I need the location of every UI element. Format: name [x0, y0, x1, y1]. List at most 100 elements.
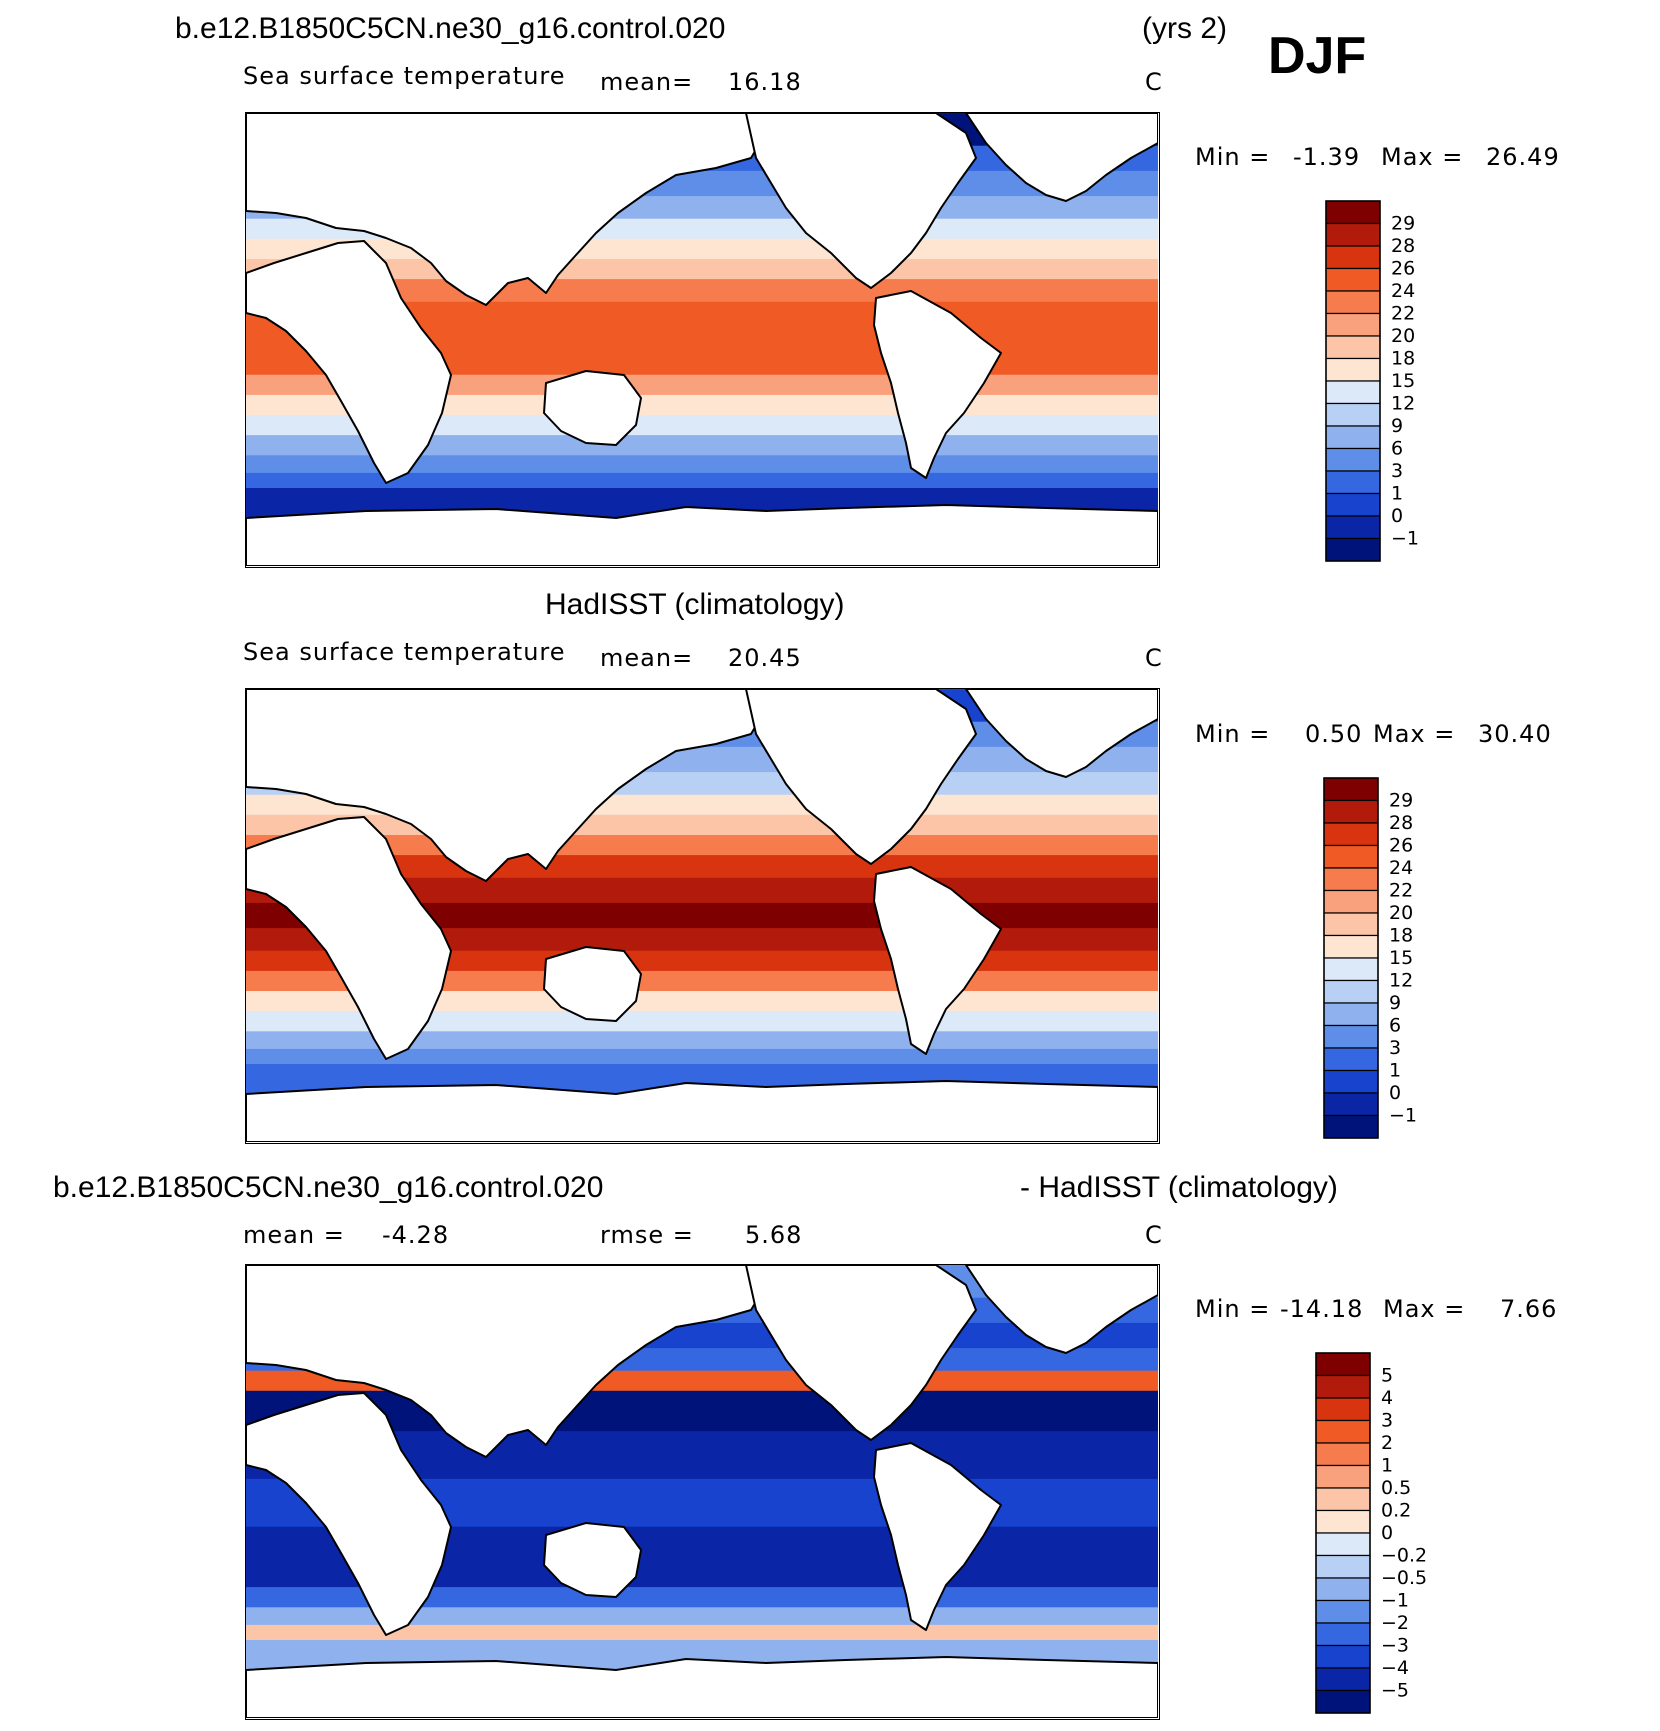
colorbar-outline	[1325, 200, 1381, 562]
colorbar-cell-15	[1325, 537, 1381, 562]
land-outline-0	[246, 240, 452, 484]
map-band-16	[246, 472, 1158, 489]
colorbar-tick-label: 3	[1391, 460, 1403, 482]
colorbar-cell-7	[1323, 934, 1379, 959]
colorbar-cell-10	[1325, 425, 1381, 450]
colorbar-cell-11	[1325, 447, 1381, 472]
map-band-5	[246, 1390, 1158, 1412]
colorbar-cell-14	[1325, 515, 1381, 540]
colorbar-tick-label: 22	[1389, 880, 1413, 902]
colorbar-tick-label: 1	[1381, 1455, 1393, 1477]
panel2-map	[245, 688, 1160, 1144]
colorbar-cell-12	[1315, 1622, 1371, 1647]
panel3-title-left: b.e12.B1850C5CN.ne30_g16.control.020	[53, 1171, 604, 1204]
land-outline-5	[965, 689, 1158, 778]
panel3-map	[245, 1264, 1160, 1720]
colorbar-tick-label: −2	[1381, 1612, 1409, 1634]
colorbar-cell-10	[1323, 1002, 1379, 1027]
season-label: DJF	[1268, 27, 1367, 85]
colorbar-cell-3	[1323, 844, 1379, 869]
panel1-map-field	[246, 113, 1158, 566]
panel3-title-right: - HadISST (climatology)	[1020, 1171, 1338, 1204]
colorbar-cell-4	[1315, 1442, 1371, 1467]
colorbar-tick-label: 28	[1389, 812, 1413, 834]
colorbar-tick-label: −1	[1381, 1590, 1409, 1612]
land-outline-4	[543, 370, 642, 446]
colorbar-cell-6	[1325, 335, 1381, 360]
colorbar-cell-13	[1325, 492, 1381, 517]
colorbar-cell-8	[1315, 1532, 1371, 1557]
panel3-units: C	[1145, 1221, 1163, 1249]
colorbar-cell-9	[1315, 1554, 1371, 1579]
colorbar-tick-label: 15	[1389, 947, 1413, 969]
colorbar-tick-label: 18	[1389, 925, 1413, 947]
colorbar-tick-label: 2	[1381, 1432, 1393, 1454]
colorbar-tick-label: 0	[1391, 505, 1403, 527]
colorbar-tick-label: −0.5	[1381, 1567, 1427, 1589]
panel3-mean-value: -4.28	[382, 1221, 450, 1249]
land-outline-2	[745, 1265, 977, 1441]
colorbar-tick-label: 9	[1391, 415, 1403, 437]
panel1-min-value: -1.39	[1293, 143, 1361, 171]
colorbar-cell-4	[1323, 867, 1379, 892]
colorbar-tick-label: 24	[1389, 857, 1413, 879]
panel2-mean-value: 20.45	[728, 644, 802, 672]
colorbar-tick-label: 26	[1389, 835, 1413, 857]
land-outline-4	[543, 946, 642, 1022]
panel1-max-label: Max =	[1381, 143, 1464, 171]
panel3-min-value: -14.18	[1280, 1295, 1364, 1323]
colorbar-cell-14	[1323, 1092, 1379, 1117]
panel1-mean-value: 16.18	[728, 68, 802, 96]
colorbar-cell-13	[1315, 1644, 1371, 1669]
colorbar-tick-label: 0.5	[1381, 1477, 1411, 1499]
panel2-title: HadISST (climatology)	[545, 588, 845, 621]
colorbar-cell-12	[1325, 470, 1381, 495]
colorbar-cell-10	[1315, 1577, 1371, 1602]
colorbar-cell-7	[1325, 357, 1381, 382]
panel3-max-label: Max =	[1383, 1295, 1466, 1323]
land-outline-4	[543, 1522, 642, 1598]
land-outline-1	[246, 689, 767, 882]
colorbar-cell-14	[1315, 1667, 1371, 1692]
colorbar-tick-label: 1	[1389, 1060, 1401, 1082]
colorbar-cell-12	[1323, 1047, 1379, 1072]
panel3-mean-label: mean =	[243, 1221, 345, 1249]
colorbar-tick-label: 0	[1389, 1082, 1401, 1104]
colorbar-tick-label: 26	[1391, 258, 1415, 280]
colorbar-cell-11	[1323, 1024, 1379, 1049]
colorbar-cell-9	[1325, 402, 1381, 427]
land-outline-0	[246, 816, 452, 1060]
colorbar-cell-5	[1325, 312, 1381, 337]
colorbar-tick-label: 20	[1391, 325, 1415, 347]
colorbar-cell-15	[1315, 1689, 1371, 1714]
colorbar-tick-label: 12	[1391, 393, 1415, 415]
colorbar-tick-label: 18	[1391, 348, 1415, 370]
colorbar-cell-3	[1315, 1419, 1371, 1444]
colorbar-tick-label: 28	[1391, 235, 1415, 257]
panel1-map	[245, 112, 1160, 568]
colorbar-cell-9	[1323, 979, 1379, 1004]
colorbar-tick-label: 3	[1389, 1037, 1401, 1059]
land-outline-6	[246, 1080, 1158, 1142]
colorbar-tick-label: 15	[1391, 370, 1415, 392]
colorbar-tick-label: 29	[1389, 790, 1413, 812]
panel3-min-label: Min =	[1195, 1295, 1271, 1323]
colorbar-tick-label: 5	[1381, 1365, 1393, 1387]
colorbar-cell-5	[1315, 1464, 1371, 1489]
colorbar-tick-label: −4	[1381, 1657, 1409, 1679]
land-outline-5	[965, 1265, 1158, 1354]
panel3-max-value: 7.66	[1500, 1295, 1558, 1323]
colorbar-cell-5	[1323, 889, 1379, 914]
colorbar-cell-8	[1325, 380, 1381, 405]
map-band-16	[246, 1048, 1158, 1065]
colorbar-cell-1	[1315, 1374, 1371, 1399]
colorbar-tick-label: −1	[1389, 1105, 1417, 1127]
panel1-mean-label: mean=	[600, 68, 694, 96]
colorbar-tick-label: −5	[1381, 1680, 1409, 1702]
panel3-rmse-value: 5.68	[745, 1221, 803, 1249]
panel2-map-field	[246, 689, 1158, 1142]
land-outline-2	[745, 689, 977, 865]
panel1-max-value: 26.49	[1486, 143, 1560, 171]
colorbar-cell-0	[1325, 200, 1381, 225]
